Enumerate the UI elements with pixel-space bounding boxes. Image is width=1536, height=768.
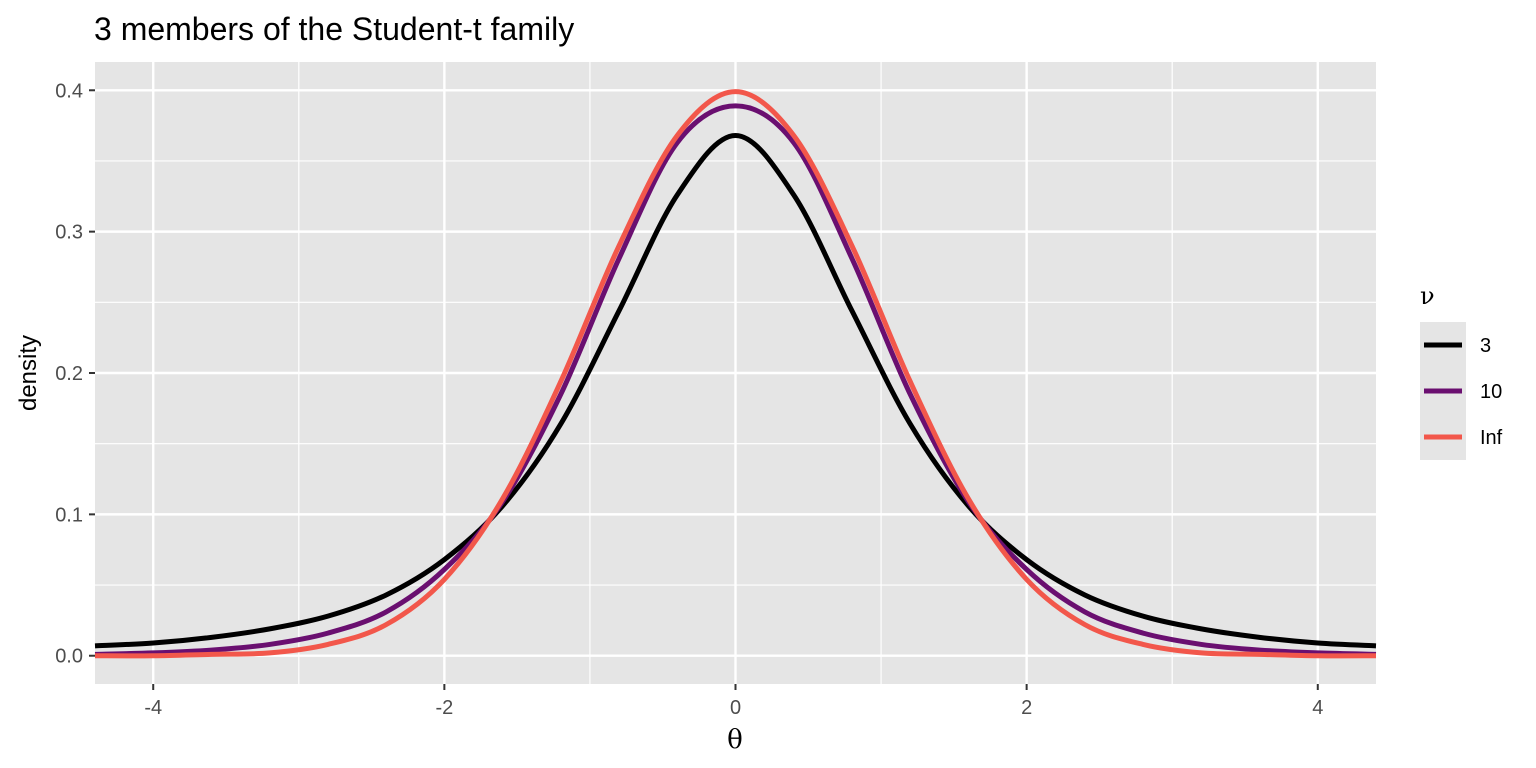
x-tick-label: 0 bbox=[730, 697, 741, 719]
legend-items: 3 10 Inf bbox=[1424, 335, 1503, 449]
y-tick-label: 0.2 bbox=[55, 363, 83, 385]
legend-title: ν bbox=[1420, 282, 1435, 310]
y-axis: 0.0 0.1 0.2 0.3 0.4 bbox=[55, 80, 95, 668]
x-tick-label: -4 bbox=[144, 697, 162, 719]
x-axis-title: θ bbox=[727, 725, 743, 755]
y-tick-label: 0.4 bbox=[55, 80, 83, 102]
series-line-Inf bbox=[94, 89, 1377, 659]
chart-title: 3 members of the Student-t family bbox=[94, 11, 574, 47]
series-layer bbox=[94, 89, 1377, 659]
y-tick-label: 0.1 bbox=[55, 504, 83, 526]
legend-label: Inf bbox=[1480, 427, 1503, 449]
legend-label: 3 bbox=[1480, 335, 1491, 357]
legend: ν 3 10 Inf bbox=[1420, 282, 1503, 460]
series-line-10 bbox=[94, 103, 1377, 657]
y-axis-title: density bbox=[15, 335, 42, 411]
series-line-3 bbox=[94, 133, 1377, 649]
legend-label: 10 bbox=[1480, 381, 1502, 403]
y-tick-label: 0.0 bbox=[55, 646, 83, 668]
x-tick-label: 4 bbox=[1312, 697, 1323, 719]
x-tick-label: -2 bbox=[435, 697, 453, 719]
y-tick-label: 0.3 bbox=[55, 222, 83, 244]
x-axis: -4 -2 0 2 4 bbox=[144, 684, 1323, 719]
x-tick-label: 2 bbox=[1021, 697, 1032, 719]
